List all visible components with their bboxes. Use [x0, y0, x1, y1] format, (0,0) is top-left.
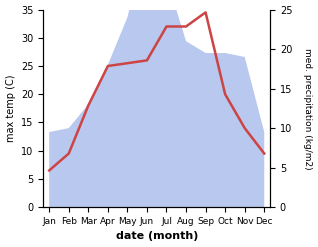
Y-axis label: med. precipitation (kg/m2): med. precipitation (kg/m2)	[303, 48, 313, 169]
Y-axis label: max temp (C): max temp (C)	[5, 75, 16, 142]
X-axis label: date (month): date (month)	[115, 231, 198, 242]
